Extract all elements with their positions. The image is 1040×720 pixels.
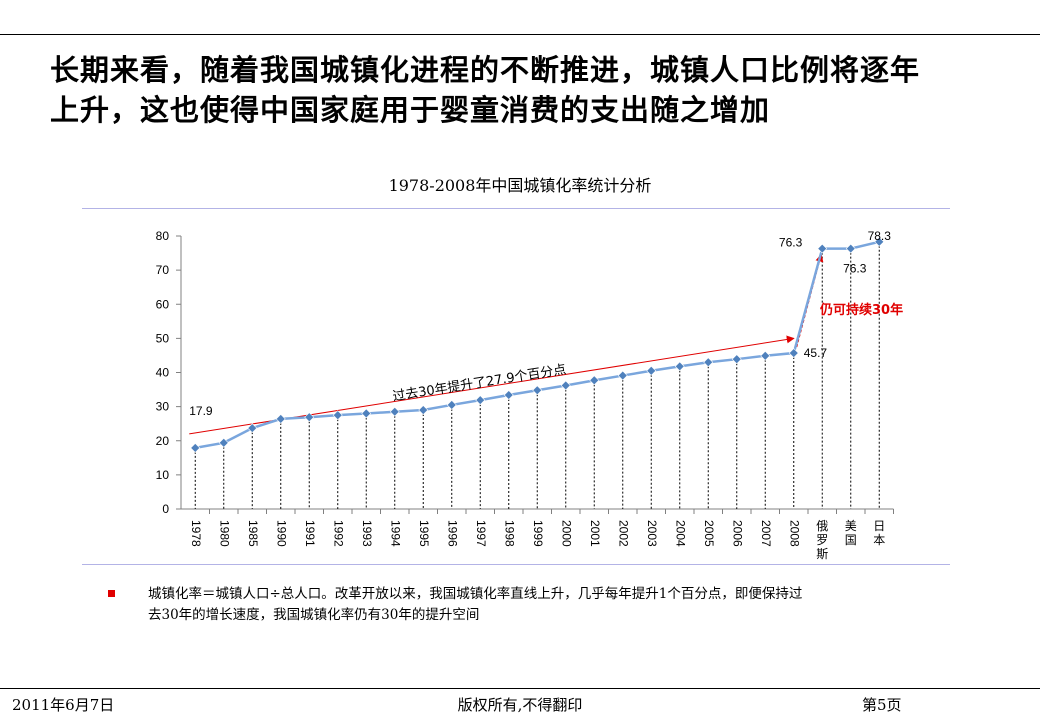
data-point xyxy=(674,361,685,372)
x-tick-char: 美 xyxy=(845,519,857,533)
data-point xyxy=(247,423,258,434)
x-tick-label: 俄罗斯 xyxy=(816,519,828,561)
data-point xyxy=(389,406,400,417)
footer-date: 2011年6月7日 xyxy=(12,696,115,714)
x-tick-label: 1993 xyxy=(360,520,374,547)
data-point xyxy=(332,410,343,421)
y-tick-label: 10 xyxy=(156,468,170,482)
x-tick-label: 1994 xyxy=(389,520,403,547)
data-label: 17.9 xyxy=(189,404,213,418)
data-label: 78.3 xyxy=(868,229,892,243)
x-tick-label: 1985 xyxy=(246,520,260,547)
footer-page-number: 第5页 xyxy=(862,696,902,714)
footer-copyright: 版权所有,不得翻印 xyxy=(457,696,583,714)
y-tick-label: 70 xyxy=(156,263,170,277)
chart-top-rule xyxy=(82,208,950,209)
x-tick-label: 2002 xyxy=(617,520,631,547)
data-point xyxy=(589,375,600,386)
data-point xyxy=(560,380,571,391)
x-tick-label: 1998 xyxy=(503,520,517,547)
x-tick-char: 日 xyxy=(873,519,885,533)
y-tick-label: 80 xyxy=(156,229,170,243)
data-point xyxy=(218,437,229,448)
x-tick-label: 1999 xyxy=(531,520,545,547)
x-tick-label: 1990 xyxy=(275,520,289,547)
x-tick-label: 1978 xyxy=(189,520,203,547)
y-tick-label: 0 xyxy=(162,502,169,516)
x-tick-label: 2001 xyxy=(588,520,602,547)
data-point xyxy=(532,385,543,396)
chart-title: 1978-2008年中国城镇化率统计分析 xyxy=(388,176,652,195)
page-headline: 长期来看，随着我国城镇化进程的不断推进，城镇人口比例将逐年 上升，这也使得中国家… xyxy=(50,50,1010,130)
footnote-line-1: 城镇化率＝城镇人口÷总人口。改革开放以来，我国城镇化率直线上升，几乎每年提升1个… xyxy=(148,586,803,602)
x-tick-label: 美国 xyxy=(845,519,857,547)
data-point xyxy=(646,365,657,376)
chart-data-labels: 17.9 45.7 76.3 76.3 78.3 xyxy=(189,229,891,418)
data-label: 76.3 xyxy=(843,262,867,276)
data-point xyxy=(760,350,771,361)
top-rule xyxy=(0,34,1040,35)
x-tick-char: 罗 xyxy=(816,533,828,547)
x-tick-char: 斯 xyxy=(816,547,828,561)
x-tick-label: 2005 xyxy=(702,520,716,547)
x-tick-char: 本 xyxy=(873,533,885,547)
note-bullet xyxy=(108,590,115,597)
projection-annotation: 仍可持续30年 xyxy=(819,302,903,318)
y-tick-label: 50 xyxy=(156,331,170,345)
data-point xyxy=(304,412,315,423)
data-point xyxy=(703,357,714,368)
data-point xyxy=(475,395,486,406)
x-tick-label: 2000 xyxy=(560,520,574,547)
x-tick-label: 1996 xyxy=(446,520,460,547)
headline-line-1: 长期来看，随着我国城镇化进程的不断推进，城镇人口比例将逐年 xyxy=(50,53,921,87)
data-point xyxy=(874,236,885,247)
chart-bottom-rule xyxy=(82,564,950,565)
data-point xyxy=(817,243,828,254)
x-tick-label: 2007 xyxy=(759,520,773,547)
data-point xyxy=(617,370,628,381)
data-point xyxy=(845,243,856,254)
x-tick-label: 2003 xyxy=(645,520,659,547)
data-point xyxy=(788,348,799,358)
y-tick-label: 40 xyxy=(156,366,170,380)
data-point xyxy=(418,405,429,415)
footnote-line-2: 去30年的增长速度，我国城镇化率仍有30年的提升空间 xyxy=(148,607,480,623)
x-tick-label: 1997 xyxy=(474,520,488,547)
x-tick-label: 1991 xyxy=(303,520,317,547)
data-label: 45.7 xyxy=(804,346,828,360)
data-point xyxy=(446,399,457,410)
x-tick-label: 1980 xyxy=(218,520,232,547)
x-tick-label: 日本 xyxy=(873,519,885,547)
footnote: 城镇化率＝城镇人口÷总人口。改革开放以来，我国城镇化率直线上升，几乎每年提升1个… xyxy=(148,584,938,626)
x-tick-label: 2008 xyxy=(788,520,802,547)
bottom-rule xyxy=(0,688,1040,689)
x-tick-label: 1992 xyxy=(332,520,346,547)
data-point xyxy=(190,442,201,453)
y-tick-label: 20 xyxy=(156,434,170,448)
x-tick-label: 1995 xyxy=(417,520,431,547)
data-point xyxy=(731,354,742,365)
series-line xyxy=(195,240,880,450)
chart-axes: 0 10 20 30 40 50 60 70 80 1978 1980 1985 1990 1991 199… xyxy=(156,229,894,561)
x-tick-char: 国 xyxy=(845,533,857,547)
data-point xyxy=(275,413,286,424)
data-point xyxy=(361,408,372,419)
y-tick-label: 30 xyxy=(156,400,170,414)
headline-line-2: 上升，这也使得中国家庭用于婴童消费的支出随之增加 xyxy=(50,93,771,127)
chart-droplines xyxy=(194,241,880,509)
data-label: 76.3 xyxy=(779,236,803,250)
x-tick-label: 2006 xyxy=(731,520,745,547)
chart-series xyxy=(190,236,885,453)
x-tick-char: 俄 xyxy=(816,519,828,533)
data-point xyxy=(503,390,514,400)
y-tick-label: 60 xyxy=(156,297,170,311)
x-tick-label: 2004 xyxy=(674,520,688,547)
